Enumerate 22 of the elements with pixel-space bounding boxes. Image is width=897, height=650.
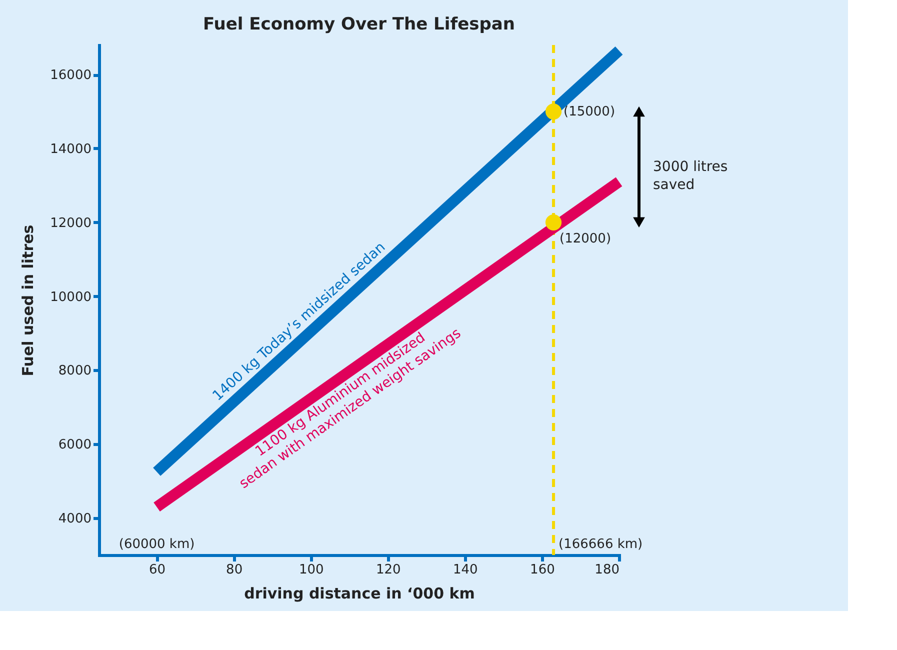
y-tick-label: 4000 bbox=[58, 512, 92, 527]
y-tick-label: 10000 bbox=[50, 290, 92, 305]
annotation: (15000) bbox=[564, 104, 616, 120]
y-tick-label: 16000 bbox=[50, 68, 92, 84]
x-tick-label: 80 bbox=[226, 562, 243, 578]
y-tick-label: 8000 bbox=[58, 364, 92, 379]
chart-title: Fuel Economy Over The Lifespan bbox=[203, 14, 515, 34]
y-tick-label: 6000 bbox=[58, 438, 92, 453]
x-tick-label: 120 bbox=[376, 562, 401, 578]
x-tick-label: 180 bbox=[594, 562, 620, 578]
x-tick-label: 60 bbox=[149, 562, 166, 578]
annotation: (60000 km) bbox=[118, 537, 195, 552]
y-axis-title: Fuel used in litres bbox=[19, 224, 38, 376]
y-tick-label: 12000 bbox=[50, 216, 92, 231]
ref-line-label: (166666 km) bbox=[558, 537, 643, 552]
x-tick-label: 100 bbox=[298, 562, 324, 578]
y-tick-label: 14000 bbox=[50, 142, 92, 157]
x-axis-title: driving distance in ‘000 km bbox=[244, 584, 475, 602]
x-tick-label: 140 bbox=[453, 562, 478, 578]
x-tick-label: 160 bbox=[530, 562, 555, 578]
annotation: (12000) bbox=[560, 231, 612, 246]
text: 3000 litres saved bbox=[653, 158, 728, 193]
